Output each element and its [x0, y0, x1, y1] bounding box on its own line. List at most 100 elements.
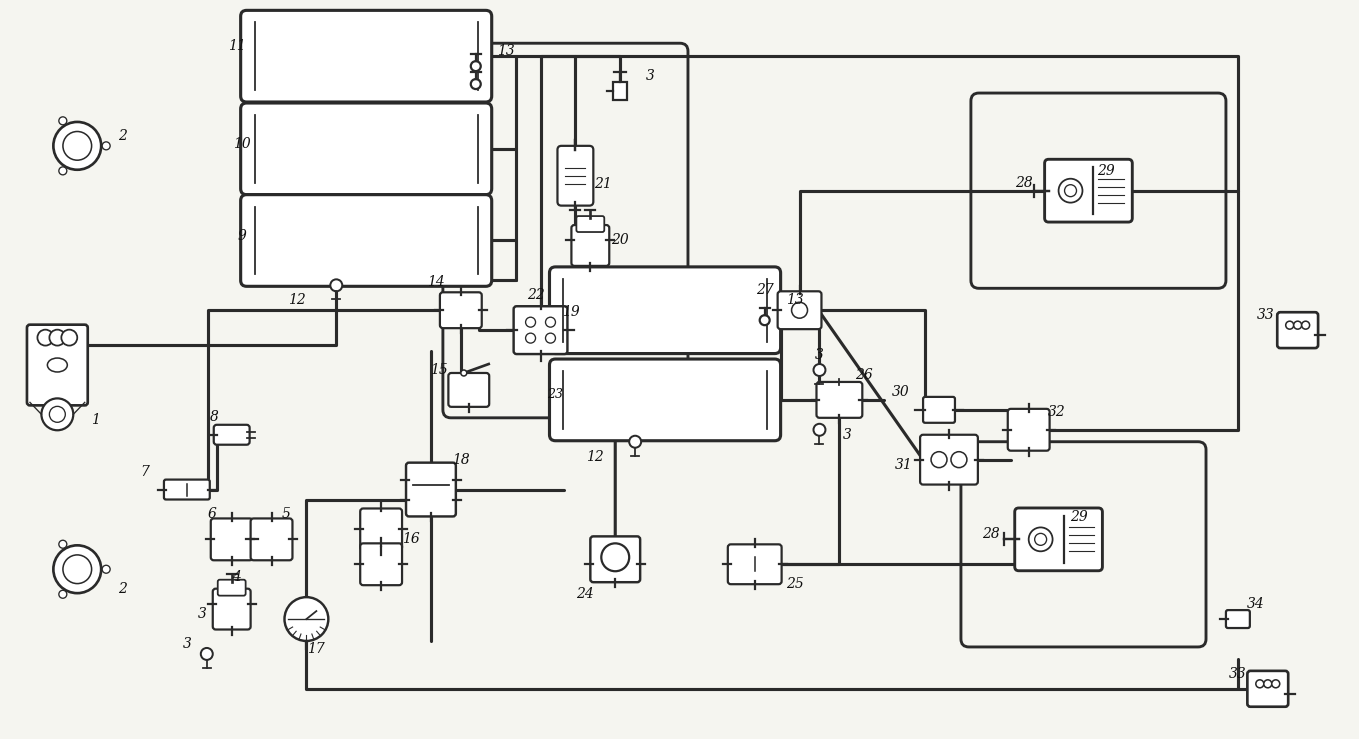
Circle shape [58, 167, 67, 175]
Text: 11: 11 [228, 39, 246, 53]
Circle shape [58, 590, 67, 599]
Text: 7: 7 [140, 465, 149, 479]
FancyBboxPatch shape [549, 359, 780, 440]
Text: 1: 1 [91, 413, 99, 427]
Bar [613, 82, 628, 100]
Text: 3: 3 [182, 637, 192, 651]
Text: 29: 29 [1098, 164, 1116, 178]
Circle shape [461, 370, 466, 376]
FancyBboxPatch shape [923, 397, 955, 423]
FancyBboxPatch shape [27, 324, 88, 406]
Circle shape [1256, 680, 1264, 688]
Circle shape [49, 330, 65, 346]
FancyBboxPatch shape [213, 425, 250, 445]
Text: 28: 28 [983, 528, 1000, 542]
Circle shape [58, 540, 67, 548]
Text: 25: 25 [786, 577, 803, 591]
Circle shape [601, 543, 629, 571]
Circle shape [1302, 321, 1310, 329]
Text: 19: 19 [561, 305, 579, 319]
FancyBboxPatch shape [1277, 312, 1318, 348]
Text: 6: 6 [208, 508, 216, 522]
Circle shape [1059, 179, 1083, 202]
Text: 24: 24 [576, 588, 594, 601]
Text: 3: 3 [815, 348, 824, 362]
Circle shape [526, 317, 535, 327]
FancyBboxPatch shape [448, 373, 489, 407]
FancyBboxPatch shape [777, 291, 821, 329]
Circle shape [1029, 528, 1053, 551]
Text: 33: 33 [1257, 308, 1275, 322]
FancyBboxPatch shape [1015, 508, 1102, 571]
Text: 28: 28 [1015, 176, 1033, 190]
Circle shape [1034, 534, 1046, 545]
FancyBboxPatch shape [250, 519, 292, 560]
Circle shape [931, 452, 947, 468]
Circle shape [38, 330, 53, 346]
Text: 12: 12 [587, 449, 605, 463]
Circle shape [201, 648, 213, 660]
Text: 20: 20 [612, 234, 629, 248]
Text: 33: 33 [1229, 667, 1246, 681]
FancyBboxPatch shape [360, 508, 402, 551]
Text: 34: 34 [1248, 597, 1265, 611]
Circle shape [61, 330, 77, 346]
Circle shape [1264, 680, 1272, 688]
Text: 31: 31 [896, 457, 913, 471]
Text: 30: 30 [893, 385, 911, 399]
FancyBboxPatch shape [1008, 409, 1049, 451]
Text: 4: 4 [232, 571, 241, 585]
FancyBboxPatch shape [728, 545, 781, 585]
Circle shape [951, 452, 966, 468]
Circle shape [1064, 185, 1076, 197]
Text: 14: 14 [427, 276, 444, 290]
Circle shape [102, 142, 110, 150]
Text: 17: 17 [307, 642, 325, 656]
Text: 10: 10 [232, 137, 250, 151]
Text: 2: 2 [118, 129, 126, 143]
Text: 8: 8 [209, 410, 219, 424]
Circle shape [1294, 321, 1302, 329]
Text: 9: 9 [238, 228, 246, 242]
FancyBboxPatch shape [549, 267, 780, 353]
Text: 18: 18 [453, 453, 470, 466]
Text: 13: 13 [786, 293, 803, 307]
FancyBboxPatch shape [1226, 610, 1250, 628]
Circle shape [53, 122, 101, 170]
FancyBboxPatch shape [406, 463, 455, 517]
Circle shape [330, 279, 342, 291]
FancyBboxPatch shape [241, 103, 492, 194]
Circle shape [58, 117, 67, 125]
Circle shape [49, 406, 65, 422]
Text: 12: 12 [288, 293, 306, 307]
FancyBboxPatch shape [920, 435, 978, 485]
FancyBboxPatch shape [576, 216, 605, 232]
Circle shape [41, 398, 73, 430]
FancyBboxPatch shape [360, 543, 402, 585]
Text: 3: 3 [843, 428, 852, 442]
Circle shape [470, 61, 481, 71]
FancyBboxPatch shape [571, 225, 609, 266]
Circle shape [629, 436, 641, 448]
Text: 23: 23 [548, 389, 564, 401]
FancyBboxPatch shape [213, 589, 250, 630]
Text: 2: 2 [118, 582, 126, 596]
Text: 22: 22 [527, 288, 545, 302]
Text: 5: 5 [283, 508, 291, 522]
Circle shape [470, 79, 481, 89]
FancyBboxPatch shape [817, 382, 863, 418]
FancyBboxPatch shape [440, 293, 481, 328]
Circle shape [284, 597, 329, 641]
Text: 3: 3 [646, 69, 655, 83]
Text: 21: 21 [594, 177, 612, 191]
Text: 15: 15 [429, 363, 447, 377]
Circle shape [545, 333, 556, 343]
Text: 27: 27 [756, 283, 773, 297]
Circle shape [102, 565, 110, 573]
Circle shape [760, 316, 769, 325]
Circle shape [63, 132, 91, 160]
FancyBboxPatch shape [1045, 160, 1132, 222]
FancyBboxPatch shape [241, 194, 492, 286]
Circle shape [53, 545, 101, 593]
Text: 32: 32 [1048, 405, 1065, 419]
